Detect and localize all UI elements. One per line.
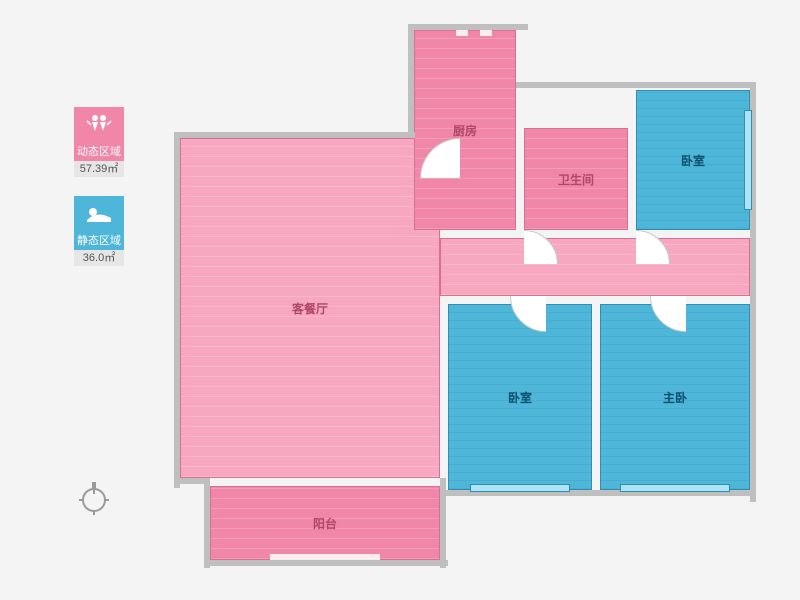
- room-label-卫生间: 卫生间: [558, 171, 594, 188]
- room-corridor: [440, 238, 750, 296]
- window-2: [270, 554, 380, 560]
- wall-seg-0: [414, 24, 528, 30]
- static-window-0: [470, 484, 570, 492]
- wall-seg-6: [750, 296, 756, 502]
- window-1: [480, 30, 492, 36]
- room-主卧: 主卧: [600, 304, 750, 490]
- wall-seg-2: [516, 82, 756, 88]
- legend-static: 静态区域36.0㎡: [74, 196, 124, 266]
- room-label-阳台: 阳台: [313, 515, 337, 532]
- room-label-卧室: 卧室: [681, 152, 705, 169]
- static-window-2: [744, 110, 752, 210]
- legend-static-label: 静态区域: [74, 232, 124, 250]
- room-卧室: 卧室: [636, 90, 750, 230]
- wall-seg-11: [174, 478, 205, 484]
- wall-seg-9: [204, 560, 448, 566]
- wall-seg-10: [204, 478, 210, 568]
- stage: 动态区域57.39㎡静态区域36.0㎡客餐厅厨房卫生间阳台卧室卧室主卧: [0, 0, 800, 600]
- room-label-厨房: 厨房: [453, 122, 477, 139]
- compass-icon: [76, 480, 112, 516]
- room-卧室: 卧室: [448, 304, 592, 490]
- legend-dynamic-label: 动态区域: [74, 143, 124, 161]
- room-label-客餐厅: 客餐厅: [292, 300, 328, 317]
- legend-dynamic-icon: [74, 107, 124, 143]
- room-厨房: 厨房: [414, 30, 516, 230]
- room-label-主卧: 主卧: [663, 389, 687, 406]
- legend-static-icon: [74, 196, 124, 232]
- room-label-卧室: 卧室: [508, 389, 532, 406]
- static-window-1: [620, 484, 730, 492]
- wall-seg-4: [174, 132, 415, 138]
- room-阳台: 阳台: [210, 486, 440, 560]
- room-卫生间: 卫生间: [524, 128, 628, 230]
- legend-dynamic: 动态区域57.39㎡: [74, 107, 124, 177]
- wall-seg-3: [174, 132, 180, 488]
- wall-seg-1: [408, 24, 414, 138]
- legend-static-value: 36.0㎡: [74, 250, 124, 266]
- wall-seg-8: [440, 478, 446, 568]
- window-0: [456, 30, 468, 36]
- legend-dynamic-value: 57.39㎡: [74, 161, 124, 177]
- room-客餐厅: 客餐厅: [180, 138, 440, 478]
